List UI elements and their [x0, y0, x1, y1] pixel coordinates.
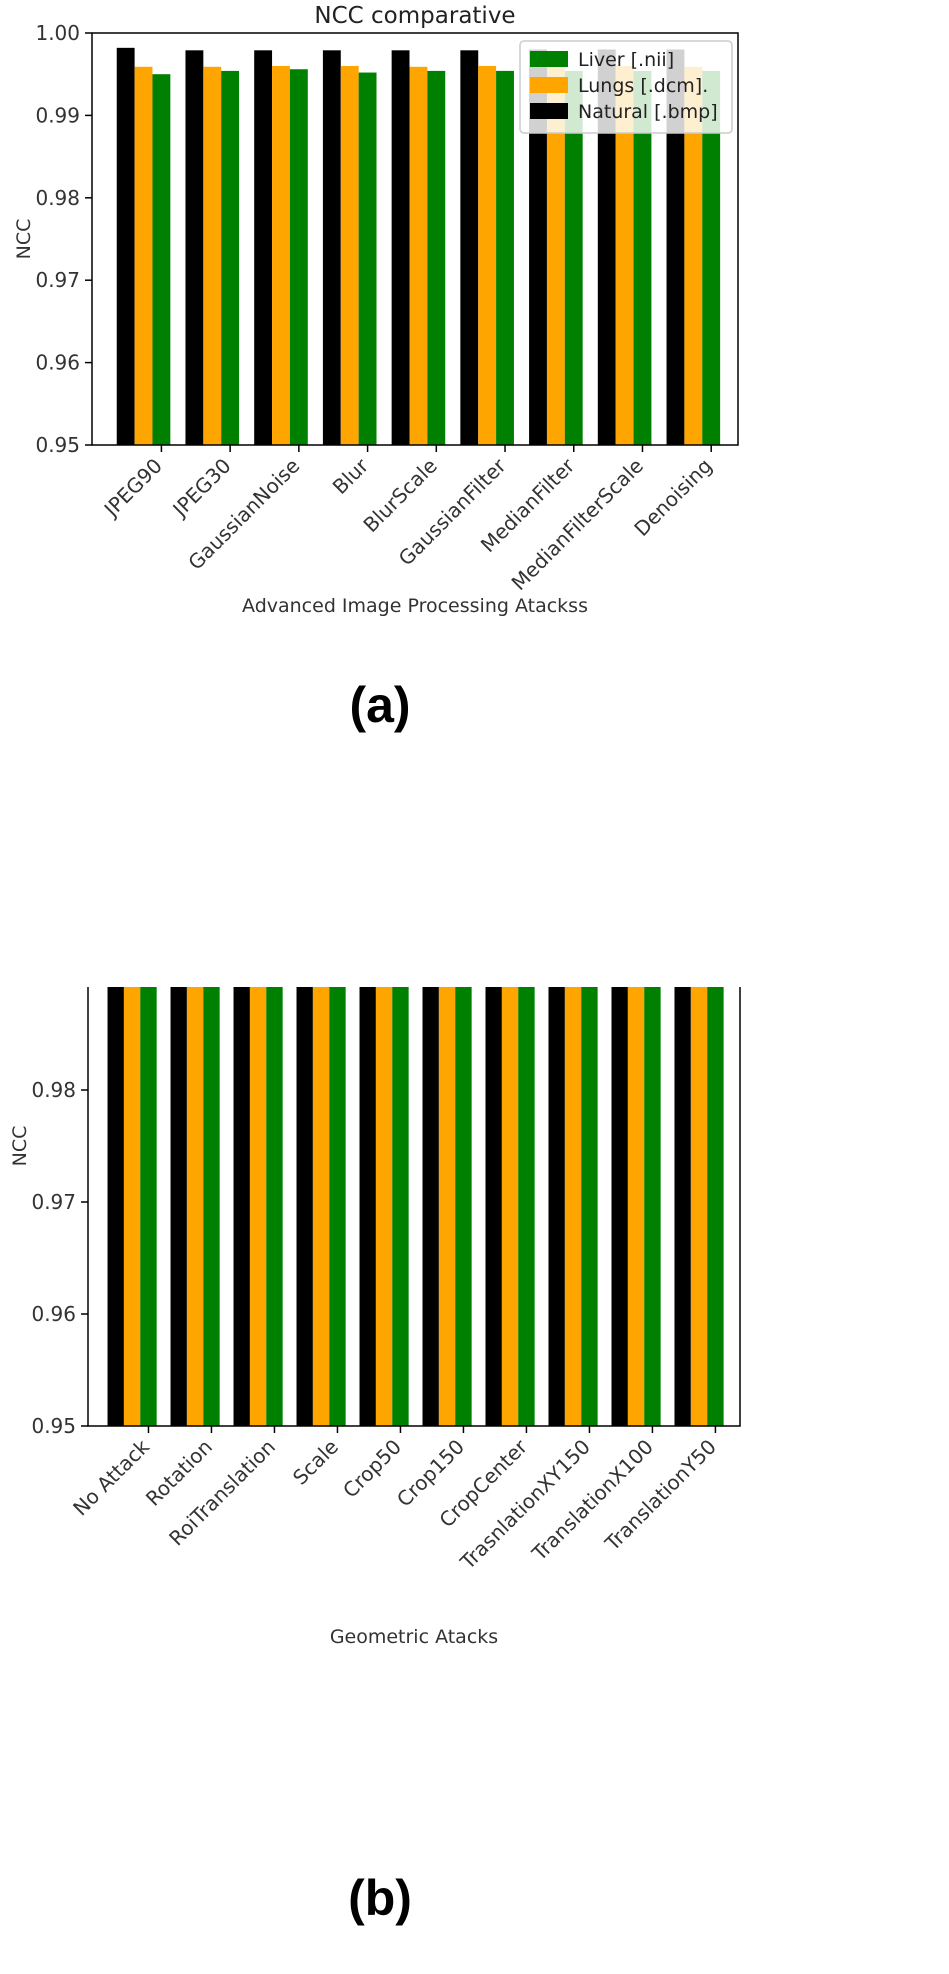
y-tick-label: 0.97 — [35, 268, 80, 292]
legend-entry: Natural [.bmp] — [578, 101, 718, 123]
bar-liver — [707, 987, 724, 1426]
legend-entry: Lungs [.dcm]. — [578, 75, 708, 97]
bar-natural — [254, 50, 273, 445]
bar-chart-a: NCC comparative 0.95 0.96 0.97 0.98 0.99 1.00 J… — [13, 3, 739, 617]
bar-liver — [221, 70, 240, 446]
y-tick-label: 1.00 — [35, 21, 80, 45]
bar-natural — [359, 987, 376, 1426]
bar-liver — [329, 987, 346, 1426]
bar-liver — [266, 987, 283, 1426]
legend-box — [519, 40, 733, 134]
bar-natural — [107, 987, 124, 1426]
bar-natural — [296, 987, 313, 1426]
bar-liver — [289, 69, 308, 446]
bar-lungs — [615, 65, 634, 446]
y-axis-label: NCC — [9, 1126, 31, 1167]
bar-liver — [140, 987, 157, 1426]
bar-lungs — [312, 987, 330, 1426]
bar-lungs — [249, 987, 267, 1426]
legend-swatch — [530, 103, 568, 119]
panel-label-a: (a) — [349, 677, 411, 733]
bar-lungs — [438, 987, 456, 1426]
bar-lungs — [478, 65, 497, 446]
bar-natural — [185, 50, 204, 445]
x-tick-label: No Attack — [68, 1434, 154, 1520]
bar-lungs — [375, 987, 393, 1426]
x-tick-label: Blur — [328, 453, 374, 499]
y-tick-label: 0.99 — [35, 103, 80, 127]
bar-lungs — [684, 66, 703, 445]
bar-natural — [674, 987, 691, 1426]
bar-lungs — [203, 66, 222, 445]
bar-lungs — [134, 66, 153, 445]
bar-liver — [392, 987, 409, 1426]
bar-lungs — [409, 66, 428, 445]
y-tick-label: 0.95 — [35, 433, 80, 457]
bar-natural — [170, 987, 187, 1426]
bar-lungs — [501, 987, 519, 1426]
bar-lungs — [564, 987, 582, 1426]
x-tick-label: JPEG30 — [167, 454, 236, 523]
chart-b-content: NCC comparative0.950.960.970.980.991.00N… — [9, 987, 741, 1648]
bar-liver — [644, 987, 661, 1426]
legend: Liver [.nii] Lungs [.dcm]. Natural [.bmp] — [519, 40, 733, 134]
x-tick-label: TranslationY50 — [600, 1435, 721, 1556]
bar-natural — [233, 987, 250, 1426]
bar-liver — [633, 70, 652, 446]
y-tick-label: 0.99 — [31, 987, 76, 990]
bar-lungs — [340, 65, 359, 446]
bar-natural — [485, 987, 502, 1426]
bar-liver — [581, 987, 598, 1426]
figure-panel-a: NCC comparative 0.95 0.96 0.97 0.98 0.99 1.00 J… — [13, 3, 739, 733]
y-tick-label: 0.96 — [31, 1302, 76, 1326]
bar-liver — [427, 70, 446, 446]
bar-chart-b: NCC comparative0.950.960.970.980.991.00N… — [9, 987, 741, 1648]
legend-swatch — [530, 51, 568, 67]
bar-natural — [548, 987, 565, 1426]
y-tick-label: 0.98 — [31, 1078, 76, 1102]
figure-panel-b: NCC comparative0.950.960.970.980.991.00N… — [0, 987, 949, 1974]
bar-liver — [518, 987, 535, 1426]
bar-natural — [391, 50, 410, 445]
bar-liver — [203, 987, 220, 1426]
x-tick-label: MedianFilterScale — [507, 454, 648, 595]
bar-natural — [597, 49, 616, 445]
bar-liver — [455, 987, 472, 1426]
panel-label-b: (b) — [348, 1870, 412, 1926]
bar-natural — [116, 47, 135, 445]
bar-liver — [152, 74, 171, 445]
x-tick-label: JPEG90 — [98, 454, 167, 523]
bar-lungs — [690, 987, 708, 1426]
x-tick-label: Scale — [288, 1435, 343, 1490]
x-axis-label: Advanced Image Processing Atackss — [242, 595, 588, 617]
legend-entry: Liver [.nii] — [578, 49, 674, 71]
chart-title: NCC comparative — [314, 3, 515, 29]
bar-natural — [322, 50, 341, 445]
plot-frame — [91, 32, 739, 446]
y-axis-label: NCC — [13, 219, 35, 260]
y-tick-label: 0.98 — [35, 186, 80, 210]
bar-liver — [702, 70, 721, 446]
bar-lungs — [186, 987, 204, 1426]
x-axis-label: Geometric Atacks — [330, 1626, 498, 1648]
bar-natural — [529, 49, 547, 445]
bar-natural — [422, 987, 439, 1426]
y-tick-label: 0.96 — [35, 351, 80, 375]
bar-lungs — [123, 987, 141, 1426]
bar-liver — [358, 72, 377, 445]
bar-natural — [460, 50, 479, 445]
bar-lungs — [627, 987, 645, 1426]
legend-swatch — [530, 77, 568, 93]
bar-lungs — [272, 65, 290, 446]
bar-liver — [496, 70, 514, 446]
bar-natural — [666, 49, 685, 445]
bar-liver — [564, 70, 583, 446]
y-tick-label: 0.97 — [31, 1190, 76, 1214]
bar-natural — [611, 987, 628, 1426]
bar-lungs — [546, 65, 565, 446]
plot-frame — [87, 987, 741, 1427]
y-tick-label: 0.95 — [31, 1414, 76, 1438]
